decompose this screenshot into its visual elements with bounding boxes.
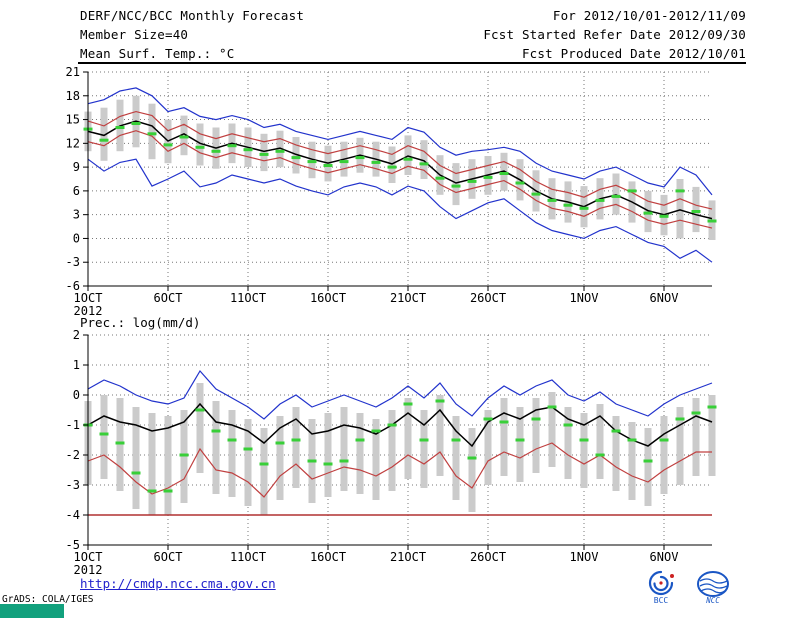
temperature-x-tick-label: 6NOV bbox=[650, 291, 679, 305]
header-divider bbox=[78, 62, 746, 64]
temperature-y-tick-label: -3 bbox=[66, 255, 80, 269]
forecast-valid-range: For 2012/10/01-2012/11/09 bbox=[552, 8, 746, 23]
precipitation-x-tick-label: 6NOV bbox=[650, 550, 679, 564]
produced-date-label: Fcst Produced Date 2012/10/01 bbox=[521, 46, 746, 61]
precipitation-x-tick-label: 26OCT bbox=[470, 550, 506, 564]
temp-chart-title: Mean Surf. Temp.: °C bbox=[80, 46, 235, 61]
temperature-lower-quartile-line bbox=[87, 130, 713, 229]
ncc-wave-line bbox=[699, 583, 728, 589]
page-title: DERF/NCC/BCC Monthly Forecast bbox=[80, 8, 305, 23]
precipitation-x-tick-label: 1OCT bbox=[74, 550, 103, 564]
precipitation-y-tick-label: -1 bbox=[66, 418, 80, 432]
temperature-x-tick-label: 16OCT bbox=[310, 291, 346, 305]
source-url-link[interactable]: http://cmdp.ncc.cma.gov.cn bbox=[80, 576, 276, 591]
temperature-y-tick-label: 12 bbox=[66, 136, 80, 150]
precipitation-ensemble-mean-line bbox=[87, 402, 713, 448]
precipitation-observation-dashes bbox=[83, 399, 717, 493]
footer-logos: BCC NCC bbox=[642, 570, 734, 606]
precipitation-ensemble-max-line bbox=[87, 369, 713, 420]
precipitation-y-tick-label: -2 bbox=[66, 448, 80, 462]
temperature-y-tick-label: 21 bbox=[66, 65, 80, 79]
ncc-globe-icon bbox=[697, 571, 729, 597]
header-row-2: Member Size=40 Fcst Started Refer Date 2… bbox=[80, 28, 746, 42]
precipitation-grid bbox=[87, 334, 712, 546]
precipitation-member-spread-bars bbox=[84, 383, 716, 515]
temperature-x-tick-label: 6OCT bbox=[154, 291, 183, 305]
header-row-1: DERF/NCC/BCC Monthly Forecast For 2012/1… bbox=[80, 9, 746, 23]
refer-date-label: Fcst Started Refer Date 2012/09/30 bbox=[483, 27, 746, 42]
ncc-logo: NCC bbox=[697, 571, 729, 605]
precipitation-y-tick-label: 0 bbox=[73, 388, 80, 402]
precipitation-x-tick-label: 11OCT bbox=[230, 550, 266, 564]
bcc-dot-icon bbox=[670, 574, 674, 578]
bcc-dot-icon bbox=[659, 581, 663, 585]
temperature-y-tick-label: 15 bbox=[66, 113, 80, 127]
temperature-grid bbox=[87, 71, 712, 287]
temperature-x-tick-label: 11OCT bbox=[230, 291, 266, 305]
ncc-wave-line bbox=[700, 588, 727, 594]
temperature-y-tick-label: 3 bbox=[73, 208, 80, 222]
precipitation-y-tick-label: 1 bbox=[73, 358, 80, 372]
precipitation-x-tick-label: 21OCT bbox=[390, 550, 426, 564]
temperature-y-tick-label: 0 bbox=[73, 231, 80, 245]
temperature-axes bbox=[83, 71, 712, 291]
temperature-y-tick-label: 6 bbox=[73, 184, 80, 198]
precipitation-y-tick-label: 2 bbox=[73, 330, 80, 342]
header-row-3: Mean Surf. Temp.: °C Fcst Produced Date … bbox=[80, 47, 746, 61]
temperature-y-tick-label: 18 bbox=[66, 89, 80, 103]
precipitation-axes bbox=[83, 334, 712, 550]
bcc-swirl-outer bbox=[648, 570, 674, 596]
precipitation-y-tick-label: -4 bbox=[66, 508, 80, 522]
ncc-wave-line bbox=[699, 578, 728, 584]
precipitation-lower-quartile-line bbox=[87, 442, 712, 498]
precipitation-x-year-label: 2012 bbox=[74, 563, 103, 577]
precipitation-x-tick-label: 1NOV bbox=[570, 550, 599, 564]
temperature-x-tick-label: 26OCT bbox=[470, 291, 506, 305]
temperature-x-tick-label: 21OCT bbox=[390, 291, 426, 305]
bcc-logo: BCC bbox=[648, 570, 674, 605]
ncc-logo-text: NCC bbox=[705, 596, 720, 605]
bcc-swirl-inner bbox=[653, 575, 669, 592]
temperature-ensemble-max-line bbox=[87, 87, 713, 196]
temperature-x-tick-label: 1OCT bbox=[74, 291, 103, 305]
temperature-y-tick-label: -6 bbox=[66, 279, 80, 293]
teal-footer-block bbox=[0, 604, 64, 618]
temperature-ensemble-mean-line bbox=[87, 120, 713, 220]
temperature-member-spread-bars bbox=[84, 95, 716, 240]
temperature-ensemble-min-line bbox=[87, 158, 713, 263]
precip-chart-title: Prec.: log(mm/d) bbox=[80, 315, 201, 330]
bcc-logo-text: BCC bbox=[654, 596, 669, 605]
temperature-y-tick-label: 9 bbox=[73, 160, 80, 174]
chart-header: DERF/NCC/BCC Monthly Forecast For 2012/1… bbox=[80, 9, 746, 66]
precipitation-y-tick-label: -5 bbox=[66, 538, 80, 552]
temperature-upper-quartile-line bbox=[87, 110, 713, 210]
precipitation-x-tick-label: 6OCT bbox=[154, 550, 183, 564]
grads-credit: GrADS: COLA/IGES bbox=[2, 594, 94, 605]
member-size-label: Member Size=40 bbox=[80, 27, 189, 42]
temperature-observation-dashes bbox=[83, 122, 717, 223]
temperature-x-tick-label: 1NOV bbox=[570, 291, 599, 305]
precipitation-x-tick-label: 16OCT bbox=[310, 550, 346, 564]
precipitation-y-tick-label: -3 bbox=[66, 478, 80, 492]
